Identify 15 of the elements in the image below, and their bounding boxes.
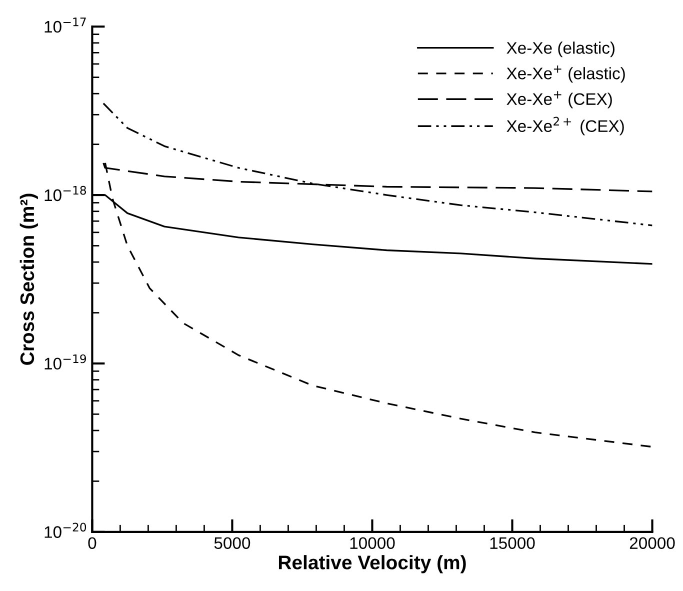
- y-tick-label: 10$^{−17}$: [44, 18, 86, 33]
- x-tick-label: 20000: [630, 537, 675, 550]
- x-axis-title: Relative Velocity (m): [278, 555, 466, 574]
- legend-label: Xe-Xe$^{+}$ (elastic): [506, 65, 625, 83]
- y-tick-label: 10$^{−18}$: [44, 186, 86, 202]
- x-tick-label: 10000: [350, 537, 395, 550]
- legend-label: Xe-Xe$^{+}$ (CEX): [506, 91, 612, 108]
- x-tick-label: 5000: [214, 537, 250, 550]
- y-tick-label: 10$^{−19}$: [44, 354, 86, 370]
- legend-label: Xe-Xe (elastic): [506, 42, 614, 58]
- y-axis-title: Cross Section (m²): [20, 194, 38, 365]
- legend-label: Xe-Xe$^{2+}$ (CEX): [506, 116, 624, 136]
- x-tick-label: 0: [88, 537, 96, 550]
- y-tick-label: 10$^{−20}$: [44, 522, 86, 538]
- x-tick-label: 15000: [490, 537, 535, 550]
